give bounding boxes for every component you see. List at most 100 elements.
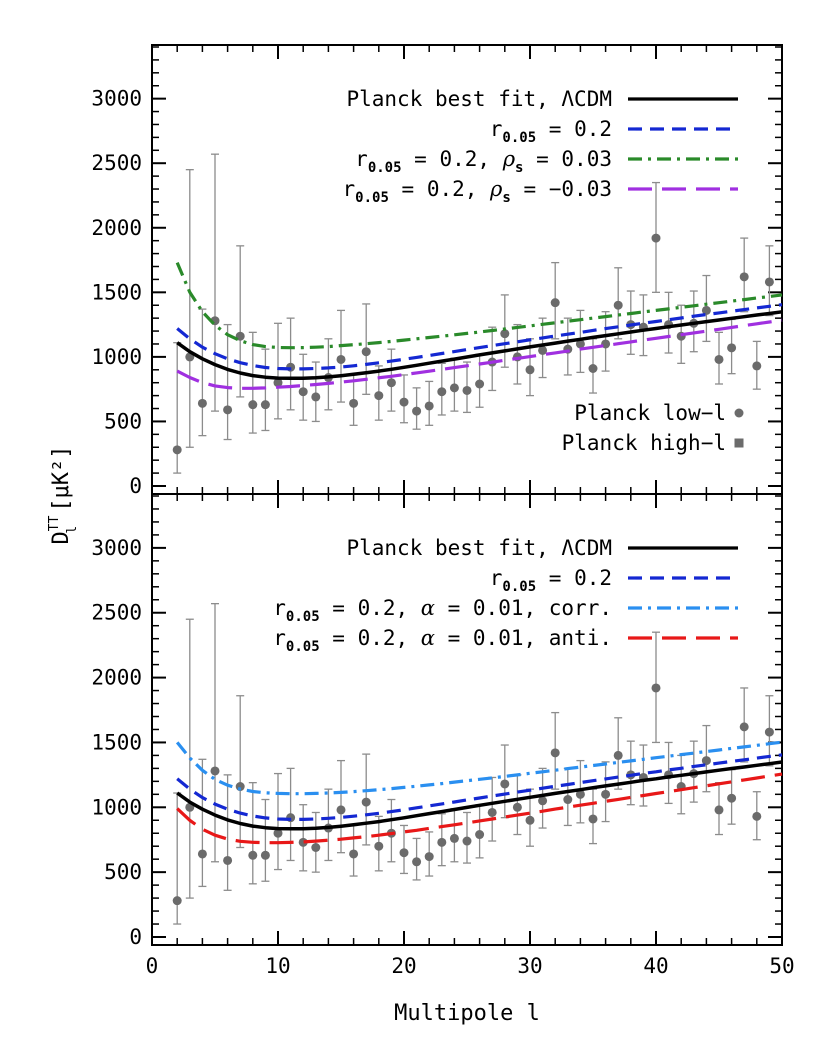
legend-label-0: Planck best fit, ΛCDM xyxy=(346,536,612,560)
y-tick-label: 3000 xyxy=(91,536,142,560)
marker-legend-label-0: Planck low−l xyxy=(574,401,726,425)
data-point xyxy=(701,305,711,315)
data-point xyxy=(386,378,396,388)
panel-frame xyxy=(151,493,783,946)
data-point xyxy=(172,896,182,906)
x-tick-label: 20 xyxy=(391,954,416,978)
y-tick-label: 3000 xyxy=(91,87,142,111)
y-tick-label: 1500 xyxy=(91,730,142,754)
data-point xyxy=(273,828,283,838)
data-point xyxy=(311,843,321,853)
data-point xyxy=(374,391,384,401)
data-point xyxy=(462,836,472,846)
data-point xyxy=(424,401,434,411)
panel-bottom: 0 500 1000 1500 2000 2500 3000 0 10 20 30 40 50 Planc… xyxy=(91,493,795,978)
data-point xyxy=(412,857,422,867)
y-tick-label: 1000 xyxy=(91,795,142,819)
y-axis-label-sub: l xyxy=(65,526,80,534)
series-line-1 xyxy=(176,753,783,822)
marker-legend-circle xyxy=(734,408,744,418)
data-point xyxy=(651,683,661,693)
y-tick-label: 0 xyxy=(129,474,142,498)
legend-label-3: r0.05 = 0.2, ρs = −0.03 xyxy=(343,177,612,206)
data-point xyxy=(260,850,270,860)
data-point xyxy=(248,400,258,410)
y-axis-label-main: D xyxy=(49,531,74,544)
data-point xyxy=(298,387,308,397)
data-point xyxy=(575,789,585,799)
x-axis-label: Multipole l xyxy=(394,1001,540,1026)
x-tick-label: 30 xyxy=(517,954,542,978)
data-point xyxy=(412,406,422,416)
data-point xyxy=(172,445,182,455)
data-point xyxy=(727,343,737,353)
y-tick-label: 2000 xyxy=(91,216,142,240)
data-point xyxy=(575,339,585,349)
data-point xyxy=(424,852,434,862)
marker-legend-label-1: Planck high−l xyxy=(562,431,726,455)
data-point xyxy=(739,722,749,732)
data-points xyxy=(172,603,774,925)
legend-label-1: r0.05 = 0.2 xyxy=(490,566,612,595)
data-point xyxy=(613,750,623,760)
panel-frame xyxy=(151,44,783,495)
data-point xyxy=(651,233,661,243)
data-point xyxy=(223,405,233,415)
series-line-2 xyxy=(175,261,783,350)
x-tick-label: 10 xyxy=(265,954,290,978)
data-point xyxy=(349,849,359,859)
legend-label-2: r0.05 = 0.2, α = 0.01, corr. xyxy=(273,596,612,625)
series-line-0 xyxy=(176,760,783,831)
legend-label-2: r0.05 = 0.2, ρs = 0.03 xyxy=(355,147,612,176)
data-point xyxy=(538,796,548,806)
data-points xyxy=(172,153,774,474)
y-tick-label: 1500 xyxy=(91,280,142,304)
legend-label-0: Planck best fit, ΛCDM xyxy=(346,87,612,111)
y-axis-label-unit: [μK²] xyxy=(49,446,74,512)
legend-label-1: r0.05 = 0.2 xyxy=(490,117,612,146)
y-tick-label: 1000 xyxy=(91,345,142,369)
series-line-0 xyxy=(176,310,783,381)
data-point xyxy=(588,814,598,824)
x-tick-label: 0 xyxy=(146,954,159,978)
y-axis-label-sup: TT xyxy=(47,515,62,531)
data-point xyxy=(336,354,346,364)
y-tick-label: 500 xyxy=(104,409,142,433)
data-point xyxy=(764,277,774,287)
data-point xyxy=(752,811,762,821)
legend-label-3: r0.05 = 0.2, α = 0.01, anti. xyxy=(273,626,612,655)
y-tick-label: 2000 xyxy=(91,666,142,690)
data-point xyxy=(437,387,447,397)
data-point xyxy=(487,807,497,817)
data-point xyxy=(449,833,459,843)
series-line-3 xyxy=(176,318,783,390)
data-point xyxy=(374,841,384,851)
data-point xyxy=(500,779,510,789)
data-point xyxy=(399,397,409,407)
data-point xyxy=(248,850,258,860)
data-point xyxy=(525,815,535,825)
data-point xyxy=(525,365,535,375)
data-point xyxy=(739,272,749,282)
data-point xyxy=(550,748,560,758)
marker-legend-square xyxy=(734,438,744,448)
data-point xyxy=(361,347,371,357)
data-point xyxy=(223,855,233,865)
data-point xyxy=(260,400,270,410)
data-point xyxy=(210,766,220,776)
data-point xyxy=(336,805,346,815)
data-point xyxy=(437,837,447,847)
x-tick-label: 50 xyxy=(769,954,794,978)
y-tick-label: 2500 xyxy=(91,601,142,625)
data-point xyxy=(550,298,560,308)
data-point xyxy=(714,354,724,364)
data-point xyxy=(752,361,762,371)
y-tick-label: 2500 xyxy=(91,151,142,175)
data-point xyxy=(462,385,472,395)
data-point xyxy=(273,378,283,388)
series-line-1 xyxy=(176,303,783,371)
data-point xyxy=(349,398,359,408)
